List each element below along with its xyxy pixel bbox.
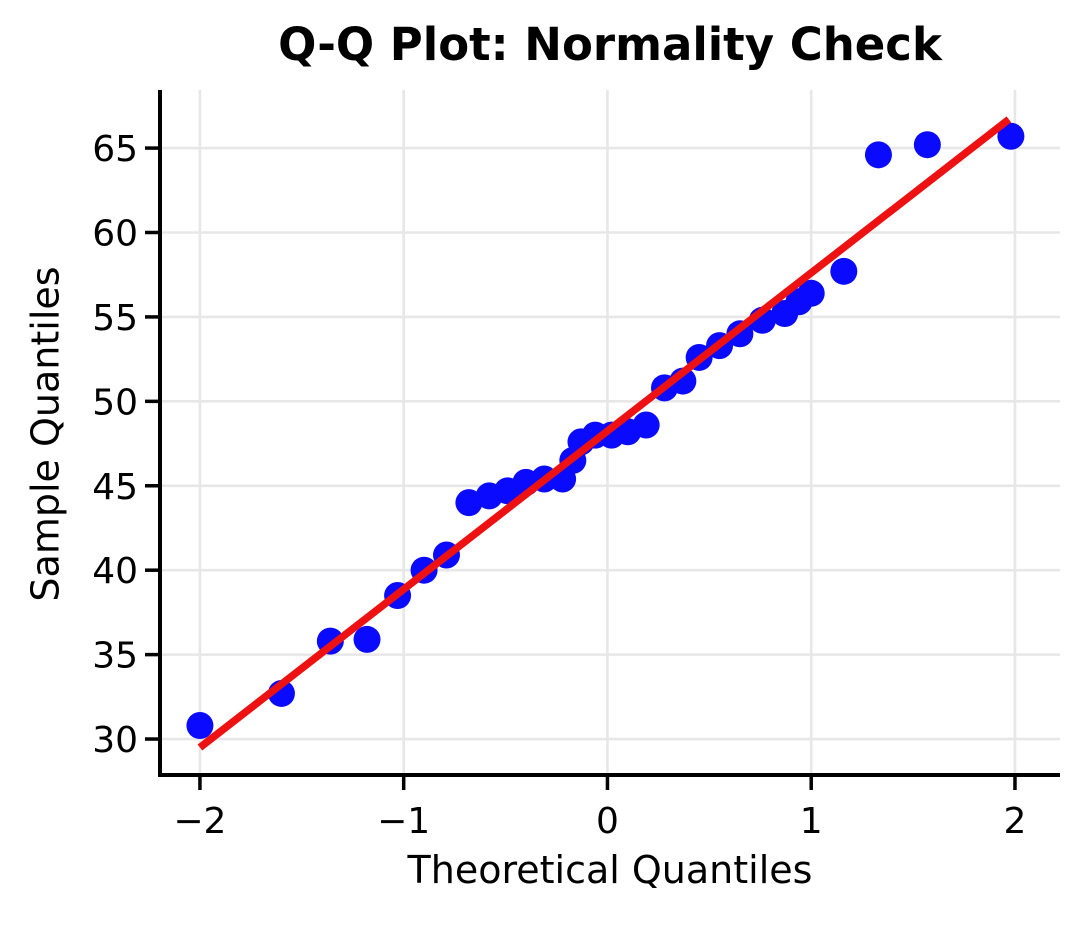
- reference-line: [197, 116, 1012, 751]
- svg-text:0: 0: [596, 801, 619, 842]
- svg-text:−1: −1: [377, 801, 430, 842]
- svg-text:2: 2: [1004, 801, 1027, 842]
- svg-text:40: 40: [92, 551, 138, 592]
- axes-spines-and-ticks: [145, 90, 1060, 790]
- tick-labels: −2 −1 0 1 2 30 35 40 45 50 55 60 65: [92, 129, 1026, 842]
- svg-text:45: 45: [92, 467, 138, 508]
- svg-text:30: 30: [92, 720, 138, 761]
- svg-text:1: 1: [800, 801, 823, 842]
- svg-text:−2: −2: [173, 801, 226, 842]
- chart-title: Q-Q Plot: Normality Check: [278, 18, 942, 71]
- svg-text:60: 60: [92, 214, 138, 255]
- x-axis-label: Theoretical Quantiles: [407, 848, 813, 892]
- svg-text:55: 55: [92, 298, 138, 339]
- svg-text:65: 65: [92, 129, 138, 170]
- svg-text:50: 50: [92, 382, 138, 423]
- svg-text:35: 35: [92, 636, 138, 677]
